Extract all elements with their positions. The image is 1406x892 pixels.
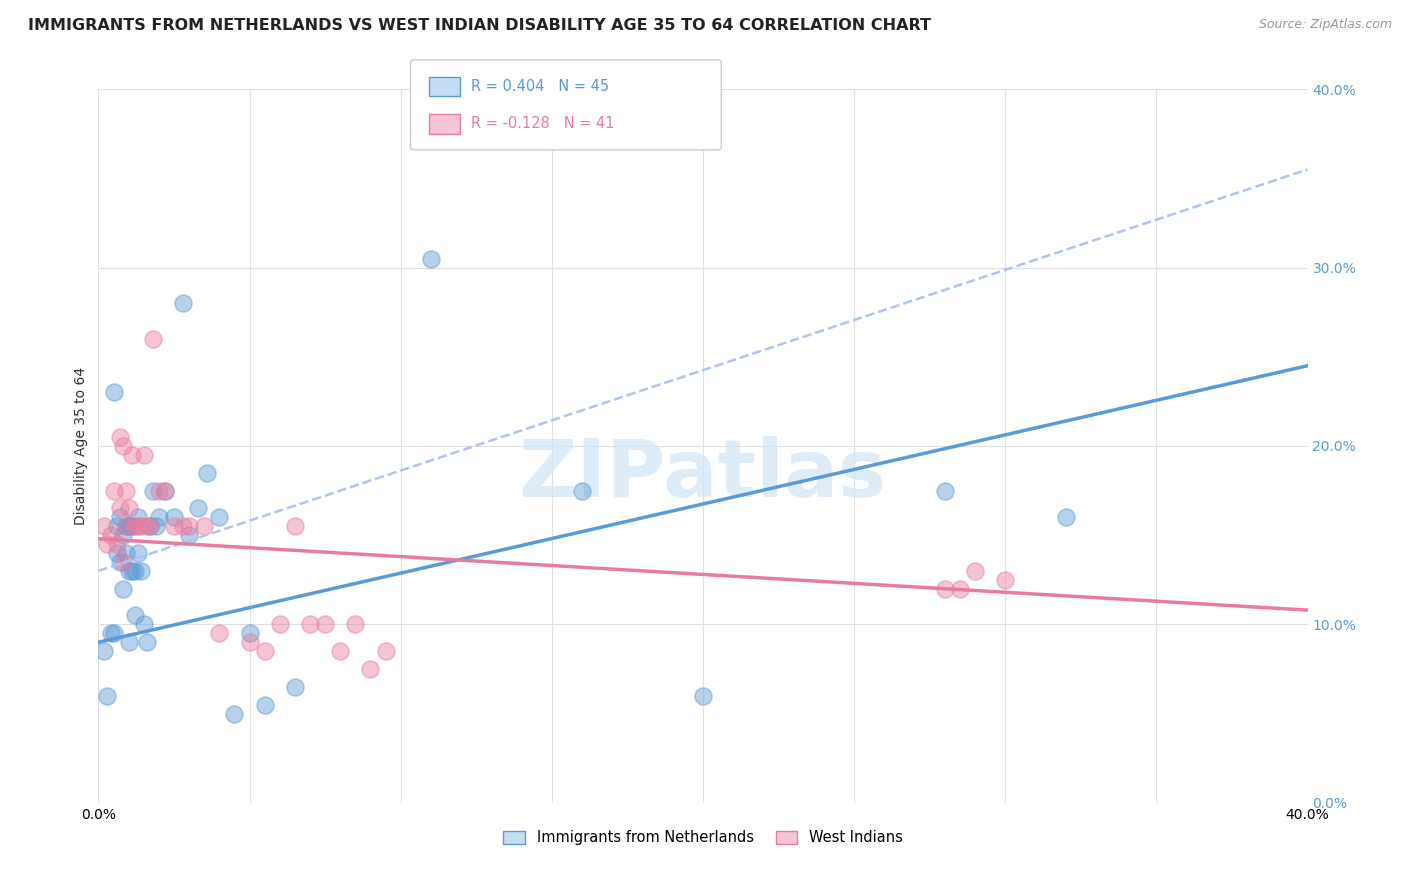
Point	[93, 519, 115, 533]
Point	[329, 644, 352, 658]
Point	[108, 430, 131, 444]
Point	[163, 510, 186, 524]
Point	[420, 252, 443, 266]
Point	[139, 519, 162, 533]
Point	[127, 519, 149, 533]
Point	[239, 626, 262, 640]
Point	[124, 519, 146, 533]
Point	[118, 635, 141, 649]
Point	[124, 608, 146, 623]
Point	[114, 483, 136, 498]
Point	[111, 582, 134, 596]
Point	[127, 510, 149, 524]
Point	[103, 626, 125, 640]
Point	[100, 626, 122, 640]
Point	[949, 582, 972, 596]
Point	[208, 510, 231, 524]
Point	[153, 483, 176, 498]
Point	[934, 483, 956, 498]
Point	[114, 546, 136, 560]
Point	[111, 528, 134, 542]
Point	[142, 483, 165, 498]
Y-axis label: Disability Age 35 to 64: Disability Age 35 to 64	[75, 367, 89, 525]
Point	[96, 689, 118, 703]
Point	[571, 483, 593, 498]
Point	[172, 296, 194, 310]
Point	[114, 519, 136, 533]
Point	[208, 626, 231, 640]
Point	[105, 519, 128, 533]
Point	[100, 528, 122, 542]
Point	[269, 617, 291, 632]
Point	[93, 644, 115, 658]
Point	[132, 617, 155, 632]
Point	[299, 617, 322, 632]
Text: IMMIGRANTS FROM NETHERLANDS VS WEST INDIAN DISABILITY AGE 35 TO 64 CORRELATION C: IMMIGRANTS FROM NETHERLANDS VS WEST INDI…	[28, 18, 931, 33]
Point	[118, 519, 141, 533]
Point	[692, 689, 714, 703]
Point	[179, 519, 201, 533]
Point	[314, 617, 336, 632]
Text: ZIPatlas: ZIPatlas	[519, 435, 887, 514]
Point	[121, 519, 143, 533]
Point	[132, 448, 155, 462]
Text: Source: ZipAtlas.com: Source: ZipAtlas.com	[1258, 18, 1392, 31]
Point	[121, 564, 143, 578]
Point	[103, 483, 125, 498]
Point	[965, 564, 987, 578]
Point	[135, 635, 157, 649]
Point	[253, 698, 276, 712]
Point	[124, 564, 146, 578]
Point	[934, 582, 956, 596]
Text: R = 0.404   N = 45: R = 0.404 N = 45	[471, 79, 609, 94]
Point	[121, 448, 143, 462]
Point	[118, 564, 141, 578]
Point	[129, 564, 152, 578]
Point	[108, 555, 131, 569]
Point	[224, 706, 246, 721]
Point	[193, 519, 215, 533]
Point	[139, 519, 162, 533]
Text: R = -0.128   N = 41: R = -0.128 N = 41	[471, 117, 614, 131]
Point	[344, 617, 367, 632]
Point	[163, 519, 186, 533]
Point	[142, 332, 165, 346]
Point	[994, 573, 1017, 587]
Point	[105, 537, 128, 551]
Point	[360, 662, 382, 676]
Point	[148, 483, 170, 498]
Legend: Immigrants from Netherlands, West Indians: Immigrants from Netherlands, West Indian…	[503, 830, 903, 846]
Point	[127, 546, 149, 560]
Point	[111, 555, 134, 569]
Point	[253, 644, 276, 658]
Point	[96, 537, 118, 551]
Point	[135, 519, 157, 533]
Point	[374, 644, 396, 658]
Point	[145, 519, 167, 533]
Point	[153, 483, 176, 498]
Point	[111, 439, 134, 453]
Point	[108, 501, 131, 516]
Point	[284, 519, 307, 533]
Point	[105, 546, 128, 560]
Point	[187, 501, 209, 516]
Point	[172, 519, 194, 533]
Point	[179, 528, 201, 542]
Point	[103, 385, 125, 400]
Point	[148, 510, 170, 524]
Point	[129, 519, 152, 533]
Point	[114, 519, 136, 533]
Point	[118, 501, 141, 516]
Point	[1054, 510, 1077, 524]
Point	[195, 466, 218, 480]
Point	[284, 680, 307, 694]
Point	[108, 510, 131, 524]
Point	[239, 635, 262, 649]
